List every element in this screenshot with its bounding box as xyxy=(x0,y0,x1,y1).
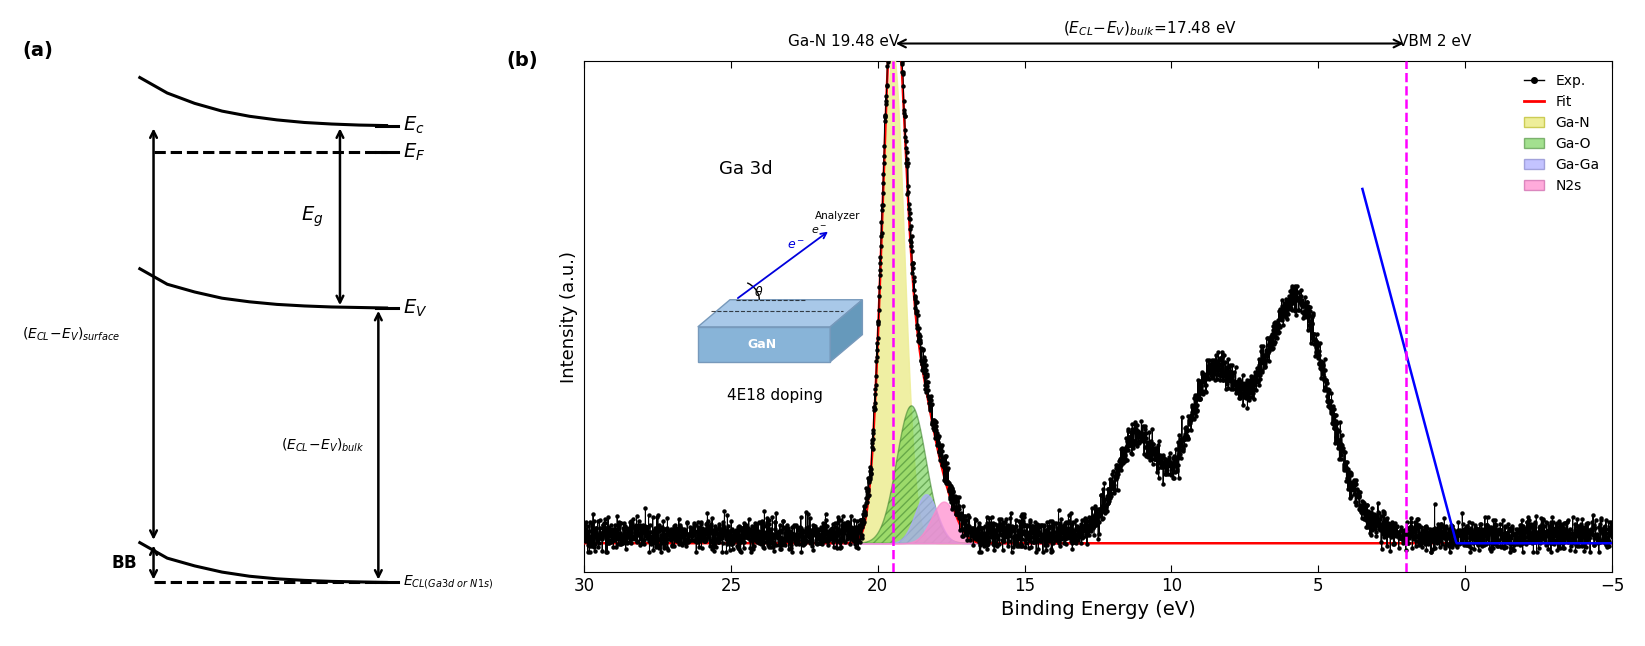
Fit xyxy=(834,539,854,547)
Text: Ga 3d: Ga 3d xyxy=(719,160,773,178)
Text: $e^-$: $e^-$ xyxy=(811,224,827,236)
Text: $\theta$: $\theta$ xyxy=(753,285,763,299)
Exp. xyxy=(790,532,809,539)
Line: Exp.: Exp. xyxy=(582,0,1614,554)
Exp. xyxy=(1227,377,1247,384)
Text: $\mathbf{\it{E}_{CL(Ga3d\ or\ N1s)}}$: $\mathbf{\it{E}_{CL(Ga3d\ or\ N1s)}}$ xyxy=(403,574,494,592)
Text: $(E_{CL}\!-\!E_V)_{bulk}\!=\!17.48\ \mathrm{eV}$: $(E_{CL}\!-\!E_V)_{bulk}\!=\!17.48\ \mat… xyxy=(1063,20,1237,38)
Fit xyxy=(974,539,994,547)
Fit xyxy=(666,539,686,547)
Fit xyxy=(658,539,678,547)
Exp. xyxy=(574,523,594,530)
Exp. xyxy=(946,510,966,518)
Legend: Exp., Fit, Ga-N, Ga-O, Ga-Ga, N2s: Exp., Fit, Ga-N, Ga-O, Ga-Ga, N2s xyxy=(1518,68,1606,198)
Fit xyxy=(806,539,826,547)
Text: 4E18 doping: 4E18 doping xyxy=(727,388,822,402)
Text: $\mathbf{\it{E}_c}$: $\mathbf{\it{E}_c}$ xyxy=(403,115,424,136)
Polygon shape xyxy=(697,300,862,327)
Text: $e^-$: $e^-$ xyxy=(786,239,806,252)
X-axis label: Binding Energy (eV): Binding Energy (eV) xyxy=(1000,600,1196,619)
Text: Ga-N 19.48 eV: Ga-N 19.48 eV xyxy=(788,34,898,48)
Fit xyxy=(1073,539,1092,547)
Text: $(\mathbf{\it{E}_{CL}}\!-\!\mathbf{\it{E}_V})_{surface}$: $(\mathbf{\it{E}_{CL}}\!-\!\mathbf{\it{E… xyxy=(21,326,120,343)
Exp. xyxy=(1602,532,1622,539)
Text: $\mathbf{\it{E}_V}$: $\mathbf{\it{E}_V}$ xyxy=(403,297,428,318)
Text: Analyzer: Analyzer xyxy=(814,211,860,222)
Exp. xyxy=(1059,534,1079,542)
Polygon shape xyxy=(831,300,862,362)
Fit xyxy=(857,510,877,517)
Exp. xyxy=(577,548,597,556)
Text: VBM 2 eV: VBM 2 eV xyxy=(1398,34,1471,48)
Text: $(\mathbf{\it{E}_{CL}}\!-\!\mathbf{\it{E}_V})_{bulk}$: $(\mathbf{\it{E}_{CL}}\!-\!\mathbf{\it{E… xyxy=(281,437,365,454)
Fit xyxy=(574,539,594,547)
Exp. xyxy=(1523,526,1543,534)
Text: $\mathbf{\it{E}_g}$: $\mathbf{\it{E}_g}$ xyxy=(301,205,324,229)
Y-axis label: Intensity (a.u.): Intensity (a.u.) xyxy=(561,251,579,382)
Text: (b): (b) xyxy=(507,51,538,70)
Line: Fit: Fit xyxy=(584,0,1082,543)
Text: GaN: GaN xyxy=(747,338,776,351)
Text: $\mathbf{BB}$: $\mathbf{BB}$ xyxy=(110,554,137,572)
Text: (a): (a) xyxy=(21,41,53,60)
Text: $\mathbf{\it{E}_F}$: $\mathbf{\it{E}_F}$ xyxy=(403,142,426,163)
Polygon shape xyxy=(697,327,831,362)
Exp. xyxy=(1184,409,1204,417)
